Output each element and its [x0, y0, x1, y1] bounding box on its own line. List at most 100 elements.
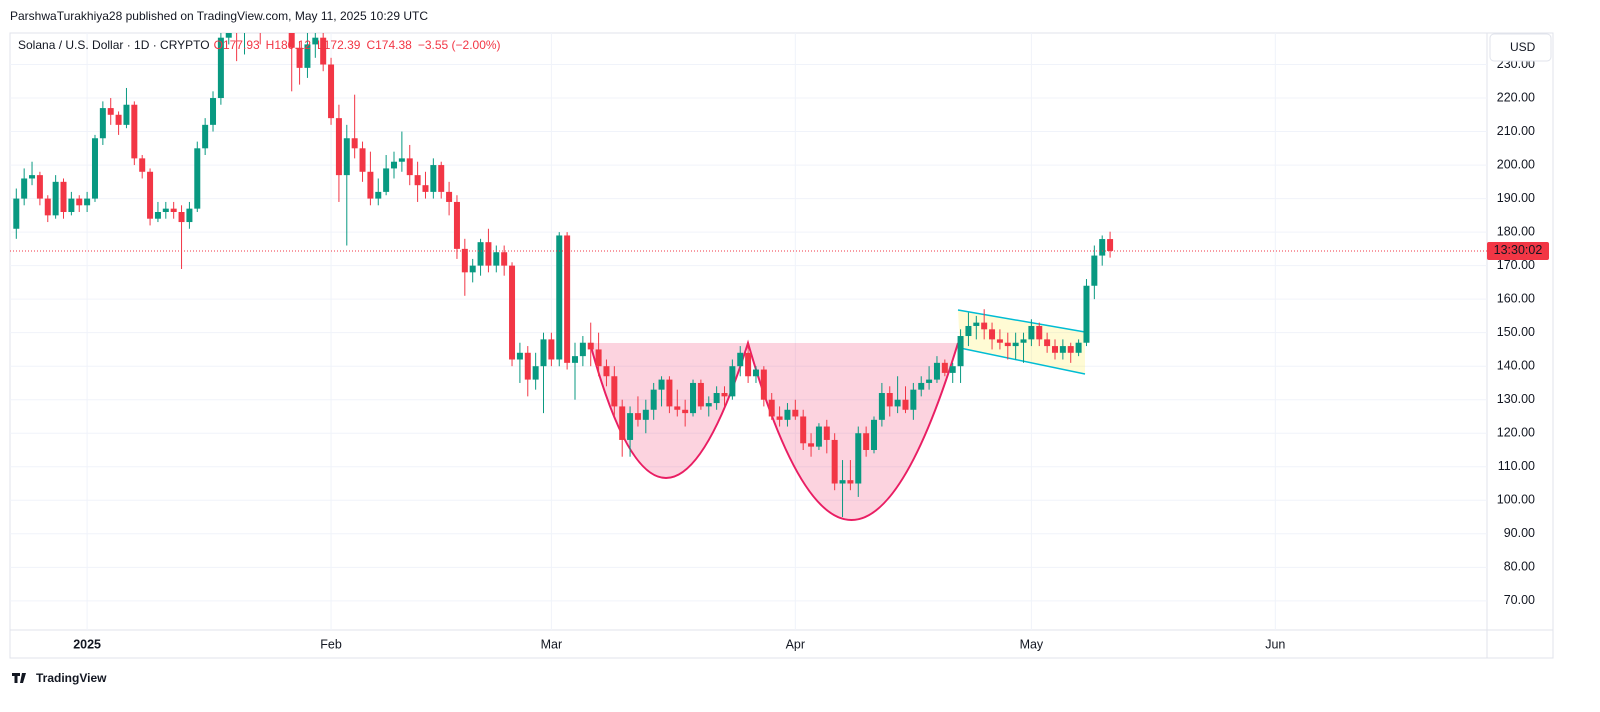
- candle-body: [44, 198, 51, 216]
- currency-label: USD: [1510, 40, 1536, 54]
- candle-body: [170, 208, 177, 212]
- y-tick-label: 190.00: [1497, 191, 1535, 205]
- candle-body: [414, 175, 421, 186]
- candle-body: [815, 426, 822, 447]
- candle-body: [1099, 239, 1106, 256]
- candle-body: [115, 114, 122, 125]
- ohlc-low: L172.39: [317, 38, 361, 52]
- candle-body: [1020, 339, 1027, 343]
- candle-body: [571, 356, 578, 363]
- flag-bottom-line: [959, 347, 1086, 375]
- y-tick-label: 220.00: [1497, 90, 1535, 104]
- candle-body: [131, 104, 138, 159]
- candle-body: [398, 158, 405, 162]
- candle-body: [52, 181, 59, 216]
- candle-body: [351, 138, 358, 149]
- candle-body: [36, 175, 43, 199]
- candle-body: [139, 158, 146, 172]
- candle-body: [422, 185, 429, 192]
- candle-body: [713, 393, 720, 404]
- candle-body: [760, 369, 767, 400]
- candle-body: [477, 242, 484, 266]
- y-tick-label: 70.00: [1504, 593, 1535, 607]
- candle-body: [453, 201, 460, 249]
- candle-body: [68, 198, 75, 212]
- candle-body: [288, 33, 295, 48]
- candle-body: [91, 138, 98, 199]
- candles: [10, 33, 1487, 518]
- y-tick-label: 170.00: [1497, 258, 1535, 272]
- x-tick-label: Mar: [541, 637, 563, 651]
- candle-body: [587, 342, 594, 350]
- candle-body: [375, 191, 382, 199]
- candle-body: [406, 158, 413, 176]
- candle-body: [823, 426, 830, 440]
- candle-body: [666, 379, 673, 407]
- candle-body: [1028, 325, 1035, 340]
- candle-body: [367, 171, 374, 199]
- candle-body: [776, 416, 783, 420]
- candle-body: [564, 235, 571, 363]
- candle-body: [579, 342, 586, 357]
- candle-body: [1012, 342, 1019, 347]
- candle-body: [705, 403, 712, 407]
- candle-body: [99, 108, 106, 139]
- candle-body: [162, 208, 169, 212]
- candle-body: [627, 413, 634, 440]
- candle-body: [682, 409, 689, 414]
- candle-body: [996, 339, 1003, 343]
- chart-frame: [9, 32, 1554, 659]
- last-price-countdown: 13:30:02: [1494, 243, 1543, 257]
- candle-body: [154, 211, 161, 219]
- candle-body: [147, 171, 154, 219]
- candle-body: [469, 265, 476, 273]
- candle-body: [1107, 239, 1114, 251]
- y-tick-label: 90.00: [1504, 526, 1535, 540]
- candle-body: [1075, 342, 1082, 353]
- ohlc-change: −3.55 (−2.00%): [418, 38, 501, 52]
- candle-body: [603, 366, 610, 377]
- candle-body: [918, 382, 925, 390]
- symbol-title: Solana / U.S. Dollar · 1D · CRYPTO: [18, 38, 210, 52]
- candle-body: [509, 265, 516, 360]
- candle-body: [674, 406, 681, 410]
- candle-body: [485, 242, 492, 266]
- candle-body: [430, 165, 437, 192]
- y-tick-label: 120.00: [1497, 426, 1535, 440]
- ohlc-close: C174.38: [366, 38, 412, 52]
- y-tick-label: 100.00: [1497, 493, 1535, 507]
- candle-body: [76, 198, 83, 206]
- candle-body: [855, 433, 862, 484]
- candle-body: [721, 393, 728, 397]
- candle-body: [1036, 325, 1043, 340]
- last-price-tag: [1487, 241, 1549, 260]
- candle-body: [501, 252, 508, 266]
- candle-body: [949, 366, 956, 373]
- candle-body: [328, 64, 335, 119]
- y-tick-label: 200.00: [1497, 157, 1535, 171]
- candle-body: [516, 352, 523, 360]
- currency-button[interactable]: [1489, 33, 1552, 62]
- candle-body: [981, 322, 988, 330]
- y-tick-label: 110.00: [1498, 459, 1535, 473]
- candle-body: [729, 366, 736, 397]
- candle-body: [107, 108, 114, 115]
- candle-body: [697, 382, 704, 407]
- candle-body: [296, 47, 303, 68]
- candle-body: [800, 416, 807, 444]
- candle-body: [926, 379, 933, 383]
- candle-body: [1044, 339, 1051, 347]
- candle-body: [808, 443, 815, 447]
- candle-body: [532, 366, 539, 380]
- brand-name: TradingView: [36, 671, 107, 685]
- candle-body: [210, 98, 217, 125]
- candle-body: [658, 379, 665, 390]
- candle-body: [847, 480, 854, 484]
- candle-body: [1004, 342, 1011, 347]
- candle-body: [894, 399, 901, 407]
- candle-body: [493, 252, 500, 266]
- candle-body: [1091, 255, 1098, 286]
- candle-body: [650, 389, 657, 410]
